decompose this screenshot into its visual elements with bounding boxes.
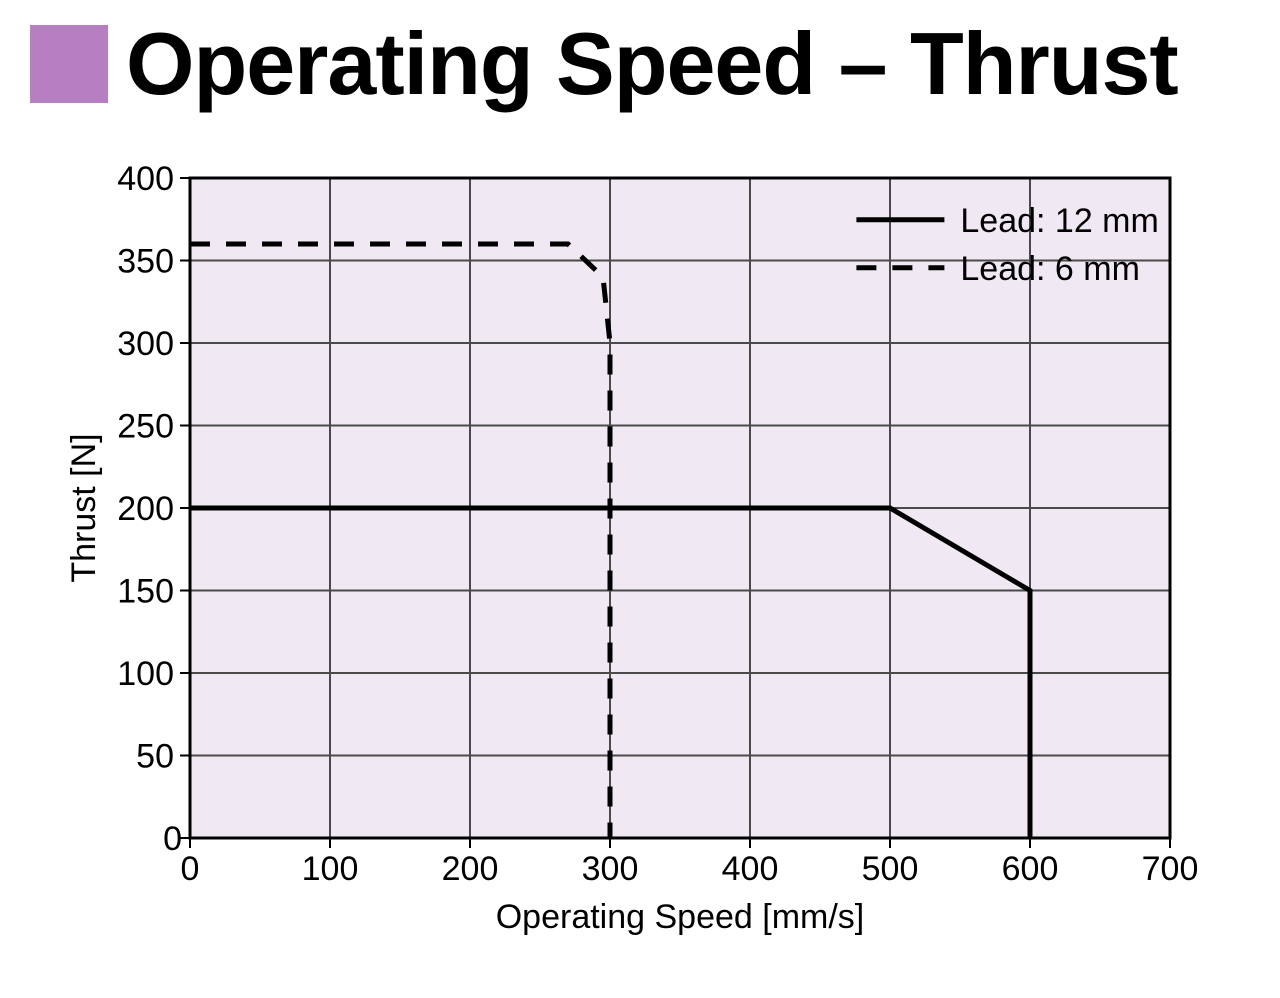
xtick-label: 0 [181,850,200,888]
y-axis-label: Thrust [N] [65,433,103,582]
legend-label-lead12: Lead: 12 mm [960,202,1158,240]
title-square-icon [30,25,108,103]
ytick-label: 150 [117,573,174,611]
chart-container: 0 100 200 300 400 500 600 700 0 50 100 150 200 250 300… [60,138,1220,958]
xtick-label: 600 [1002,850,1059,888]
xtick-label: 100 [302,850,359,888]
xtick-label: 200 [442,850,499,888]
chart-title: Operating Speed – Thrust [126,20,1178,108]
thrust-speed-chart: 0 100 200 300 400 500 600 700 0 50 100 150 200 250 300… [60,138,1220,958]
xtick-label: 700 [1142,850,1199,888]
title-row: Operating Speed – Thrust [30,20,1250,108]
xtick-label: 300 [582,850,639,888]
ytick-label: 0 [163,820,182,858]
ytick-label: 50 [136,738,174,776]
legend-label-lead6: Lead: 6 mm [960,250,1140,288]
ytick-label: 200 [117,490,174,528]
ytick-label: 300 [117,325,174,363]
xtick-label: 400 [722,850,779,888]
ytick-label: 100 [117,655,174,693]
ytick-label: 250 [117,408,174,446]
x-axis-label: Operating Speed [mm/s] [496,898,865,936]
ytick-label: 400 [117,160,174,198]
page: Operating Speed – Thrust 0 100 200 300 400 50… [0,0,1280,998]
xtick-label: 500 [862,850,919,888]
ytick-label: 350 [117,243,174,281]
